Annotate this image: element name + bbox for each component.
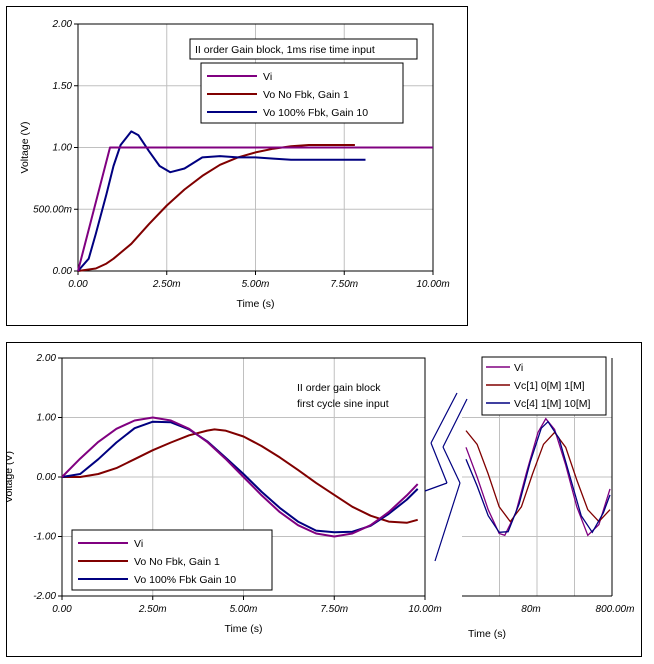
chart2-y-tick-label: -2.00 bbox=[33, 591, 56, 602]
chart1-x-tick-label: 10.00m bbox=[416, 279, 449, 290]
chart2-legend-label: Vi bbox=[134, 538, 143, 550]
chart3-x-axis-label: Time (s) bbox=[468, 628, 506, 640]
chart1-legend-label: Vi bbox=[263, 71, 272, 83]
chart2-annotation-line-2: first cycle sine input bbox=[297, 398, 389, 410]
chart2-y-axis-label: Voltage (V) bbox=[7, 451, 15, 503]
chart1-legend-label: Vo 100% Fbk, Gain 10 bbox=[263, 107, 368, 119]
chart1-series-vo-no-fbk bbox=[78, 145, 355, 271]
chart1-y-tick-label: 500.00m bbox=[33, 204, 72, 215]
chart1-x-tick-label: 7.50m bbox=[330, 279, 358, 290]
chart1-y-tick-label: 2.00 bbox=[52, 19, 73, 30]
chart2-y-tick-label: 2.00 bbox=[36, 353, 57, 364]
chart1-annotation: II order Gain block, 1ms rise time input bbox=[195, 44, 375, 56]
chart2-y-tick-label: -1.00 bbox=[33, 532, 56, 543]
chart2-x-tick-label: 2.50m bbox=[138, 604, 167, 615]
chart1-x-tick-label: 0.00 bbox=[68, 279, 88, 290]
chart2-x-tick-label: 5.00m bbox=[230, 604, 258, 615]
chart1-y-tick-label: 1.50 bbox=[53, 81, 73, 92]
chart2-annotation-line-1: II order gain block bbox=[297, 382, 381, 394]
axis-break-mark bbox=[443, 447, 460, 483]
chart1-x-tick-label: 5.00m bbox=[242, 279, 270, 290]
axis-break-mark bbox=[425, 483, 447, 491]
chart1-x-axis-label: Time (s) bbox=[236, 298, 274, 310]
chart1-x-tick-label: 2.50m bbox=[152, 279, 181, 290]
chart-panel-top: 0.00 2.50m 5.00m 7.50m 10.00m 0.00 500.00m 1.00… bbox=[6, 6, 468, 326]
chart2-legend-label: Vo No Fbk, Gain 1 bbox=[134, 556, 220, 568]
chart-top: 0.00 2.50m 5.00m 7.50m 10.00m 0.00 500.00m 1.00… bbox=[7, 7, 467, 325]
axis-break-mark bbox=[431, 393, 457, 443]
chart-panel-bottom: 0.00 2.50m 5.00m 7.50m 10.00m -2.00 -1.00 0.00 1… bbox=[6, 342, 642, 657]
chart1-y-tick-label: 0.00 bbox=[53, 266, 73, 277]
chart1-legend-label: Vo No Fbk, Gain 1 bbox=[263, 89, 349, 101]
chart2-x-axis-label: Time (s) bbox=[224, 623, 262, 635]
chart3-legend-label: Vc[1] 0[M] 1[M] bbox=[514, 380, 585, 392]
axis-break-mark bbox=[435, 483, 460, 561]
axis-break-mark bbox=[443, 399, 467, 447]
chart2-x-tick-label: 7.50m bbox=[320, 604, 348, 615]
chart3-legend-label: Vc[4] 1[M] 10[M] bbox=[514, 398, 591, 410]
chart-bottom: 0.00 2.50m 5.00m 7.50m 10.00m -2.00 -1.00 0.00 1… bbox=[7, 343, 641, 656]
chart2-x-tick-label: 0.00 bbox=[52, 604, 72, 615]
chart3-x-tick-label: 80m bbox=[521, 604, 540, 615]
chart1-y-axis-label: Voltage (V) bbox=[19, 122, 31, 174]
chart1-y-tick-label: 1.00 bbox=[53, 143, 73, 154]
chart2-legend-label: Vo 100% Fbk Gain 10 bbox=[134, 574, 236, 586]
chart2-x-tick-label: 10.00m bbox=[408, 604, 441, 615]
chart2-y-tick-label: 0.00 bbox=[37, 472, 57, 483]
chart3-x-tick-label: 800.00m bbox=[596, 604, 635, 615]
chart2-y-tick-label: 1.00 bbox=[37, 413, 57, 424]
chart1-series-vo-100-fbk bbox=[78, 131, 366, 271]
chart3-legend-label: Vi bbox=[514, 362, 523, 374]
